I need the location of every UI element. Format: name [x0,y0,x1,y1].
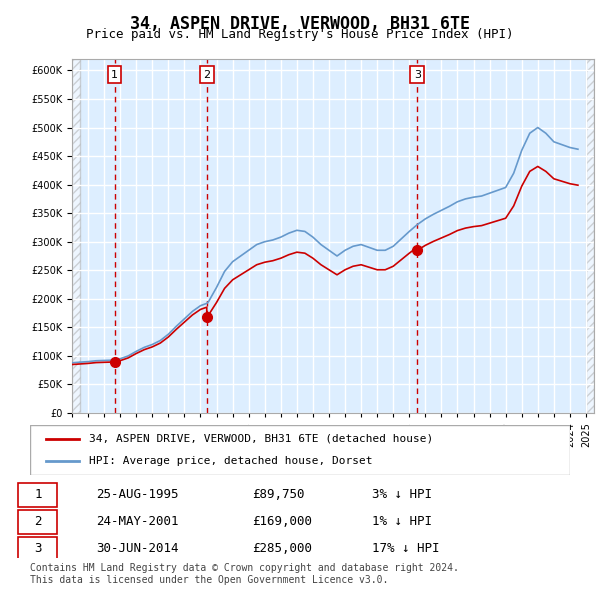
Bar [586,59,594,413]
Text: 3: 3 [34,542,41,555]
Text: 34, ASPEN DRIVE, VERWOOD, BH31 6TE: 34, ASPEN DRIVE, VERWOOD, BH31 6TE [130,15,470,33]
FancyBboxPatch shape [18,537,57,560]
Bar [72,59,80,413]
Text: 25-AUG-1995: 25-AUG-1995 [96,488,179,501]
Text: Contains HM Land Registry data © Crown copyright and database right 2024.
This d: Contains HM Land Registry data © Crown c… [30,563,459,585]
Text: HPI: Average price, detached house, Dorset: HPI: Average price, detached house, Dors… [89,456,373,466]
Text: £169,000: £169,000 [252,515,312,528]
Text: 24-MAY-2001: 24-MAY-2001 [96,515,179,528]
Text: £89,750: £89,750 [252,488,305,501]
Text: Price paid vs. HM Land Registry's House Price Index (HPI): Price paid vs. HM Land Registry's House … [86,28,514,41]
Text: 3: 3 [414,70,421,80]
Text: 1: 1 [111,70,118,80]
Text: 34, ASPEN DRIVE, VERWOOD, BH31 6TE (detached house): 34, ASPEN DRIVE, VERWOOD, BH31 6TE (deta… [89,434,434,444]
Text: 3% ↓ HPI: 3% ↓ HPI [372,488,432,501]
Text: £285,000: £285,000 [252,542,312,555]
Text: 30-JUN-2014: 30-JUN-2014 [96,542,179,555]
Bar [72,59,77,413]
FancyBboxPatch shape [18,510,57,533]
Text: 1: 1 [34,488,41,501]
Text: 17% ↓ HPI: 17% ↓ HPI [372,542,439,555]
FancyBboxPatch shape [18,483,57,507]
Text: 1% ↓ HPI: 1% ↓ HPI [372,515,432,528]
Text: 2: 2 [34,515,41,528]
FancyBboxPatch shape [30,425,570,475]
Text: 2: 2 [203,70,211,80]
